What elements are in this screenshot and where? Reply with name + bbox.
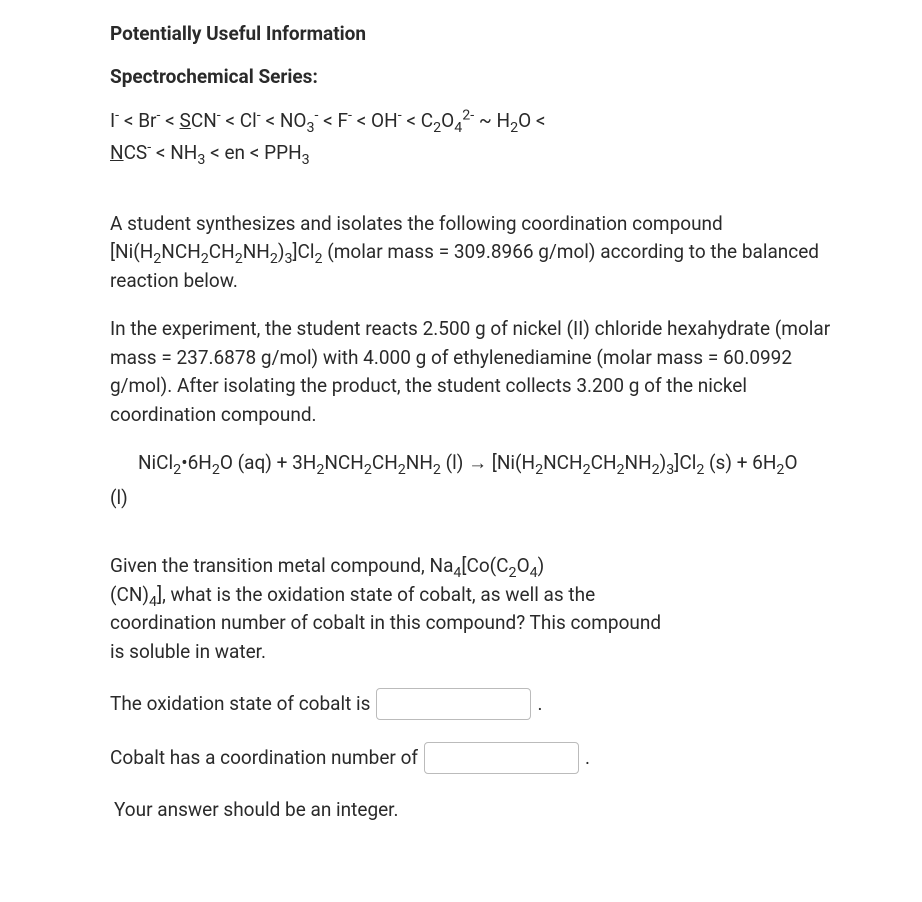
oxidation-state-period: . (537, 690, 542, 719)
info-heading: Potentially Useful Information (110, 20, 832, 49)
spectrochemical-series: I- < Br- < SCN- < Cl- < NO3- < F- < OH- … (110, 105, 832, 170)
oxidation-state-line: The oxidation state of cobalt is . (110, 688, 832, 720)
series-text: I- < Br- < SCN- < Cl- < NO3- < F- < OH- … (110, 109, 546, 164)
question-para: Given the transition metal compound, Na4… (110, 552, 670, 666)
coordination-number-input[interactable] (424, 742, 579, 774)
coordination-number-line: Cobalt has a coordination number of . (110, 742, 832, 774)
oxidation-state-input[interactable] (376, 688, 531, 720)
series-heading: Spectrochemical Series: (110, 63, 832, 92)
equation-tail: (l) (110, 484, 832, 513)
coordination-number-period: . (585, 744, 590, 773)
balanced-equation: NiCl2•6H2O (aq) + 3H2NCH2CH2NH2 (l) → [N… (110, 449, 832, 512)
integer-hint: Your answer should be an integer. (110, 796, 832, 825)
oxidation-state-label: The oxidation state of cobalt is (110, 690, 370, 719)
experiment-para: In the experiment, the student reacts 2.… (110, 315, 832, 429)
coordination-number-label: Cobalt has a coordination number of (110, 744, 418, 773)
synthesis-para: A student synthesizes and isolates the f… (110, 210, 832, 296)
